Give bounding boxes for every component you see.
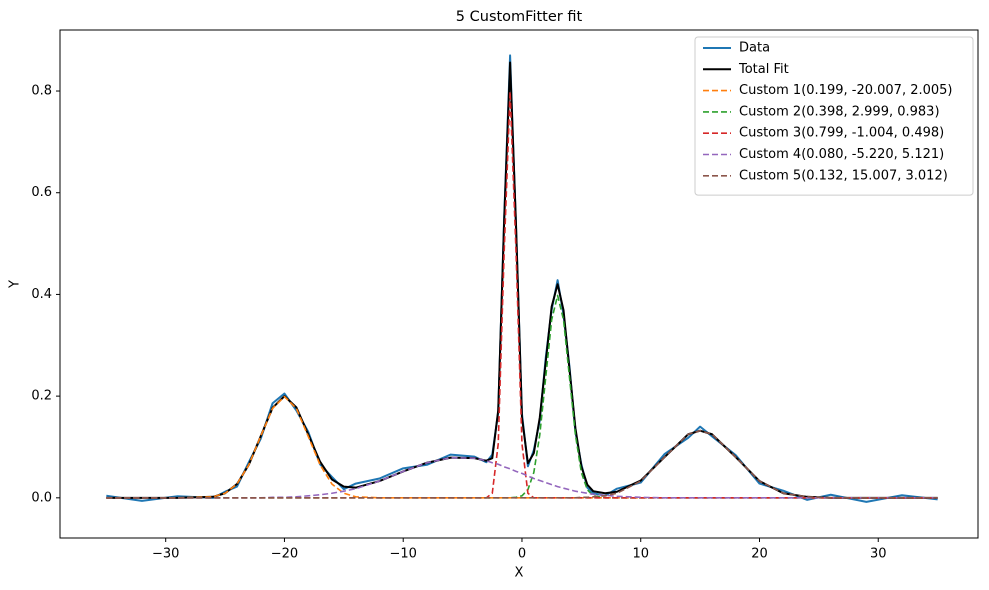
x-axis-label: X	[515, 566, 524, 581]
legend-label: Custom 1(0.199, -20.007, 2.005)	[739, 83, 953, 98]
legend-label: Custom 4(0.080, -5.220, 5.121)	[739, 147, 944, 162]
x-tick-label: −20	[271, 547, 298, 562]
y-tick-label: 0.8	[31, 84, 52, 99]
legend-label: Data	[739, 41, 770, 56]
legend: Data Total Fit Custom 1(0.199, -20.007, 2.…	[694, 36, 974, 196]
y-tick-label: 0.4	[31, 287, 52, 302]
y-axis-label: Y	[8, 280, 23, 289]
x-tick-label: 30	[870, 547, 887, 562]
x-tick-label: 10	[632, 547, 649, 562]
series-line	[106, 294, 938, 499]
x-tick-label: 20	[751, 547, 768, 562]
x-tick-label: −30	[152, 547, 179, 562]
legend-box	[694, 36, 974, 196]
y-tick-label: 0.0	[31, 490, 52, 505]
chart-title: 5 CustomFitter fit	[456, 9, 583, 25]
y-tick-label: 0.6	[31, 185, 52, 200]
legend-label: Total Fit	[738, 62, 789, 77]
y-tick-label: 0.2	[31, 389, 52, 404]
legend-label: Custom 2(0.398, 2.999, 0.983)	[739, 104, 940, 119]
series-line	[106, 456, 938, 499]
x-tick-label: −10	[389, 547, 416, 562]
plot-frame	[59, 29, 979, 539]
legend-label: Custom 5(0.132, 15.007, 3.012)	[739, 168, 948, 183]
x-tick-label: 0	[518, 547, 526, 562]
legend-label: Custom 3(0.799, -1.004, 0.498)	[739, 126, 944, 141]
series-line	[106, 429, 938, 499]
